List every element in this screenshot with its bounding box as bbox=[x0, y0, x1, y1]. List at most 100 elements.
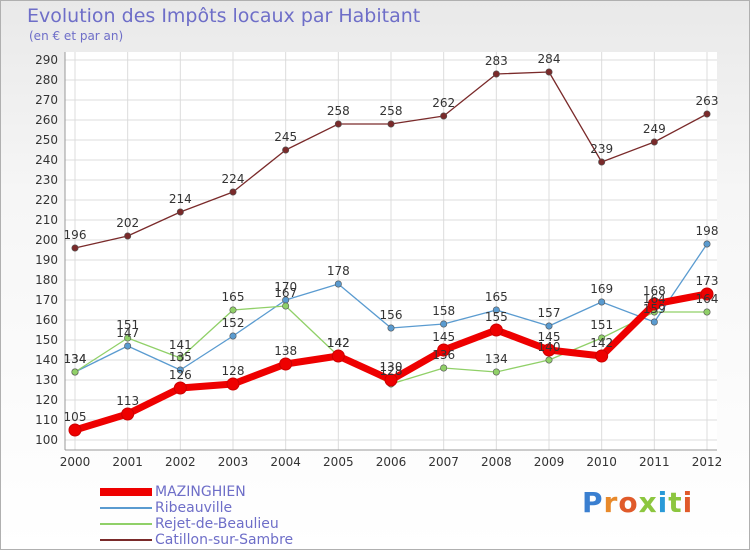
y-tick-label: 220 bbox=[35, 193, 58, 207]
proxiti-logo: Proxiti bbox=[582, 486, 693, 519]
data-label: 126 bbox=[169, 368, 192, 382]
data-label: 245 bbox=[274, 130, 297, 144]
y-tick-label: 260 bbox=[35, 113, 58, 127]
data-label: 134 bbox=[64, 352, 87, 366]
chart-title: Evolution des Impôts locaux par Habitant bbox=[27, 5, 421, 27]
logo-letter: P bbox=[582, 486, 604, 519]
data-label: 135 bbox=[169, 350, 192, 364]
data-label: 130 bbox=[380, 360, 403, 374]
logo-letter: r bbox=[603, 486, 619, 519]
data-point bbox=[440, 320, 448, 328]
chart-subtitle: (en € et par an) bbox=[29, 29, 124, 43]
x-tick-label: 2005 bbox=[323, 455, 354, 469]
data-point bbox=[492, 70, 500, 78]
data-point bbox=[282, 146, 290, 154]
data-point bbox=[68, 423, 82, 437]
data-point bbox=[703, 110, 711, 118]
x-tick-label: 2011 bbox=[639, 455, 670, 469]
x-tick-label: 2007 bbox=[428, 455, 459, 469]
legend-label: MAZINGHIEN bbox=[155, 484, 246, 500]
data-label: 152 bbox=[222, 316, 245, 330]
data-point bbox=[387, 120, 395, 128]
data-label: 170 bbox=[274, 280, 297, 294]
data-label: 283 bbox=[485, 54, 508, 68]
y-tick-label: 230 bbox=[35, 173, 58, 187]
data-point bbox=[279, 357, 293, 371]
data-point bbox=[492, 306, 500, 314]
data-point bbox=[650, 138, 658, 146]
legend-swatch bbox=[100, 523, 152, 525]
data-point bbox=[229, 306, 237, 314]
data-label: 224 bbox=[222, 172, 245, 186]
data-label: 128 bbox=[222, 364, 245, 378]
data-label: 156 bbox=[380, 308, 403, 322]
data-point bbox=[124, 342, 132, 350]
data-label: 262 bbox=[432, 96, 455, 110]
data-point bbox=[71, 244, 79, 252]
x-tick-label: 2001 bbox=[112, 455, 143, 469]
y-tick-label: 180 bbox=[35, 273, 58, 287]
logo-letter: x bbox=[638, 486, 658, 519]
data-point bbox=[545, 68, 553, 76]
data-point bbox=[703, 308, 711, 316]
data-point bbox=[176, 354, 184, 362]
logo-letter: i bbox=[682, 486, 694, 519]
data-point bbox=[331, 349, 345, 363]
y-tick-label: 190 bbox=[35, 253, 58, 267]
data-label: 164 bbox=[696, 292, 719, 306]
data-label: 173 bbox=[696, 274, 719, 288]
data-label: 142 bbox=[590, 336, 613, 350]
data-point bbox=[542, 343, 556, 357]
x-tick-label: 2012 bbox=[692, 455, 723, 469]
legend-label: Ribeauville bbox=[155, 500, 233, 516]
data-label: 151 bbox=[590, 318, 613, 332]
data-point bbox=[176, 208, 184, 216]
data-label: 167 bbox=[274, 286, 297, 300]
y-tick-label: 290 bbox=[35, 53, 58, 67]
data-label: 157 bbox=[538, 306, 561, 320]
data-label: 142 bbox=[327, 336, 350, 350]
data-label: 134 bbox=[485, 352, 508, 366]
data-label: 138 bbox=[274, 344, 297, 358]
logo-letter: t bbox=[668, 486, 683, 519]
data-point bbox=[440, 112, 448, 120]
logo-letter: o bbox=[618, 486, 639, 519]
data-label: 151 bbox=[116, 318, 139, 332]
data-point bbox=[492, 368, 500, 376]
data-label: 105 bbox=[64, 410, 87, 424]
data-point bbox=[387, 324, 395, 332]
data-point bbox=[282, 302, 290, 310]
data-label: 263 bbox=[696, 94, 719, 108]
y-tick-label: 100 bbox=[35, 433, 58, 447]
data-label: 145 bbox=[432, 330, 455, 344]
data-point bbox=[124, 232, 132, 240]
data-point bbox=[598, 298, 606, 306]
data-point bbox=[595, 349, 609, 363]
data-label: 155 bbox=[485, 310, 508, 324]
data-label: 169 bbox=[590, 282, 613, 296]
legend-swatch bbox=[100, 488, 152, 496]
data-point bbox=[229, 332, 237, 340]
data-label: 164 bbox=[643, 292, 666, 306]
legend-swatch bbox=[100, 507, 152, 509]
data-label: 136 bbox=[432, 348, 455, 362]
data-point bbox=[121, 407, 135, 421]
data-point bbox=[647, 297, 661, 311]
data-label: 202 bbox=[116, 216, 139, 230]
data-label: 141 bbox=[169, 338, 192, 352]
x-tick-label: 2009 bbox=[534, 455, 565, 469]
data-label: 165 bbox=[222, 290, 245, 304]
x-tick-label: 2000 bbox=[60, 455, 91, 469]
data-point bbox=[598, 158, 606, 166]
data-point bbox=[173, 381, 187, 395]
data-label: 142 bbox=[327, 336, 350, 350]
data-point bbox=[440, 364, 448, 372]
x-tick-label: 2010 bbox=[586, 455, 617, 469]
y-tick-label: 240 bbox=[35, 153, 58, 167]
data-point bbox=[700, 287, 714, 301]
x-tick-label: 2004 bbox=[270, 455, 301, 469]
data-label: 145 bbox=[538, 330, 561, 344]
data-label: 284 bbox=[538, 52, 561, 66]
y-tick-label: 160 bbox=[35, 313, 58, 327]
